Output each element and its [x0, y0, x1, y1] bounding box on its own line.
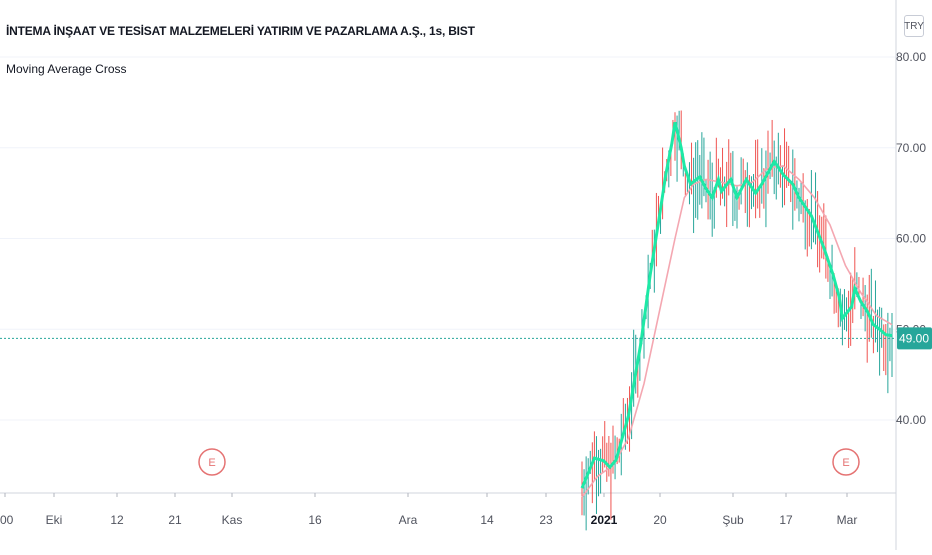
- earnings-marker-label: E: [208, 457, 215, 469]
- x-tick-label: 14: [480, 513, 494, 527]
- earnings-marker-circle: [198, 448, 226, 476]
- earnings-marker-label: E: [842, 457, 849, 469]
- last-price-value: 49.00: [899, 331, 929, 345]
- last-price-label: 49.00: [897, 327, 932, 350]
- x-tick-label: 20: [653, 513, 667, 527]
- currency-button[interactable]: TRY: [904, 15, 924, 37]
- indicator-label[interactable]: Moving Average Cross: [6, 62, 127, 76]
- y-tick-label: 40.00: [896, 413, 926, 427]
- x-tick-label: Mar: [837, 513, 858, 527]
- x-tick-label: :00: [0, 513, 14, 527]
- x-tick-label: 16: [308, 513, 322, 527]
- slow-ma-line: [581, 165, 893, 498]
- earnings-marker-circle: [832, 448, 860, 476]
- chart-title: İNTEMA İNŞAAT VE TESİSAT MALZEMELERİ YAT…: [6, 24, 475, 38]
- earnings-marker[interactable]: E: [198, 448, 226, 476]
- x-axis-ticks: :00 Eki 12 21 Kas 16 Ara 14 23 2021 20 Şub 17 Mar: [0, 493, 857, 527]
- y-tick-label: 60.00: [896, 232, 926, 246]
- fast-ma-line: [580, 121, 893, 489]
- x-tick-label: Ara: [399, 513, 418, 527]
- x-tick-label: 2021: [591, 513, 618, 527]
- x-tick-label: Şub: [722, 513, 744, 527]
- x-tick-label: Eki: [46, 513, 63, 527]
- y-tick-label: 80.00: [896, 50, 926, 64]
- gridlines: [0, 56, 896, 421]
- x-tick-label: 12: [110, 513, 124, 527]
- earnings-marker[interactable]: E: [832, 448, 860, 476]
- y-tick-label: 70.00: [896, 141, 926, 155]
- x-tick-label: 23: [539, 513, 553, 527]
- x-tick-label: 17: [779, 513, 793, 527]
- x-tick-label: Kas: [222, 513, 243, 527]
- x-tick-label: 21: [168, 513, 182, 527]
